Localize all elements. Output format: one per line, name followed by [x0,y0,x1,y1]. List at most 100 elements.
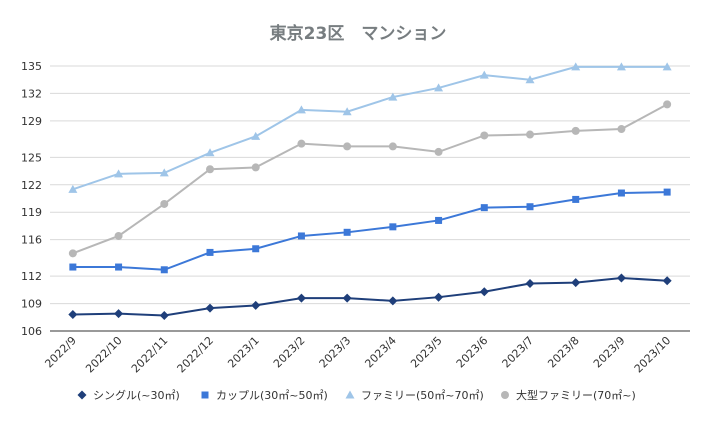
series-line [72,191,668,271]
data-point [296,293,306,303]
chart-series [68,62,672,320]
data-point [525,75,535,84]
data-point [434,147,443,156]
y-tick-label: 132 [21,87,42,100]
data-point [388,296,398,306]
data-point [434,292,444,302]
chart-title: 東京23区 マンション [270,23,447,44]
data-point [343,228,351,236]
data-point [662,62,672,71]
data-point [571,62,581,71]
data-point [296,105,306,114]
legend-marker [201,391,209,399]
y-tick-label: 116 [21,234,42,247]
series-line [72,65,668,191]
data-point [342,293,352,303]
legend-label: 大型ファミリー(70㎡~) [516,388,636,402]
legend-item: カップル(30㎡~50㎡) [201,389,328,402]
data-point [616,273,626,283]
x-tick-label: 2023/6 [454,334,491,371]
y-tick-label: 112 [21,270,42,283]
data-point [479,287,489,297]
data-point [571,126,580,135]
data-point [663,188,671,196]
legend-item: ファミリー(50㎡~70㎡) [345,389,484,402]
data-point [617,125,626,134]
data-point [69,263,77,271]
data-point [342,107,352,116]
x-tick-label: 2023/2 [271,334,308,371]
data-point [571,278,581,288]
y-tick-label: 122 [21,179,42,192]
legend-label: カップル(30㎡~50㎡) [216,389,328,402]
data-point [480,131,489,140]
y-tick-label: 106 [21,325,42,338]
x-tick-label: 2022/11 [129,334,171,376]
x-tick-label: 2023/10 [632,334,674,376]
series-3 [68,62,672,193]
series-line [72,103,668,255]
x-tick-label: 2023/1 [225,334,262,371]
data-point [617,189,625,197]
y-axis: 106 109 112 116 119 122 125 129 132 135 [21,60,42,338]
data-point [572,195,580,203]
x-tick-label: 2022/12 [175,334,217,376]
y-tick-label: 109 [21,298,42,311]
chart-legend: シングル(~30㎡) カップル(30㎡~50㎡) ファミリー(50㎡~70㎡) 大型フ… [77,388,636,402]
data-point [251,131,261,140]
data-point [662,276,672,286]
legend-item: シングル(~30㎡) [77,388,180,402]
x-tick-label: 2023/9 [591,334,628,371]
data-point [435,216,443,224]
data-point [526,130,534,139]
legend-label: シングル(~30㎡) [93,388,180,402]
x-tick-label: 2022/10 [83,334,125,376]
data-point [160,199,169,208]
x-tick-label: 2023/4 [362,334,399,371]
data-point [251,163,260,172]
x-tick-label: 2023/7 [500,334,537,371]
legend-marker [345,390,355,399]
series-2 [69,188,671,274]
data-point [389,223,397,231]
data-point [68,310,78,320]
data-point [388,92,398,101]
data-point [434,83,444,92]
data-point [160,266,168,274]
data-point [206,165,214,174]
data-point [114,231,123,240]
x-tick-label: 2023/8 [545,334,582,371]
data-point [479,70,489,79]
y-tick-label: 119 [21,206,42,219]
legend-marker [501,391,509,399]
data-point [525,278,535,288]
data-point [480,204,488,212]
data-point [205,303,215,313]
data-point [343,142,352,151]
data-point [251,300,261,310]
data-point [388,142,397,151]
x-tick-label: 2023/3 [317,334,354,371]
data-point [205,148,215,157]
data-point [159,310,169,320]
x-axis: 2022/9 2022/10 2022/11 2022/12 2023/1 2023/2 2… [42,334,673,376]
x-tick-label: 2023/5 [408,334,445,371]
data-point [526,203,534,211]
data-point [68,184,78,193]
data-point [159,168,169,177]
y-tick-label: 135 [21,60,42,73]
data-point [663,100,672,109]
data-point [68,249,77,258]
legend-marker [77,390,87,400]
data-point [115,263,123,271]
x-tick-label: 2022/9 [42,334,79,371]
chart-grid [50,65,690,332]
data-point [114,309,124,319]
legend-label: ファミリー(50㎡~70㎡) [361,389,484,402]
data-point [616,62,626,71]
data-point [297,139,306,148]
data-point [252,245,260,253]
data-point [297,232,305,240]
series-4 [68,100,672,258]
